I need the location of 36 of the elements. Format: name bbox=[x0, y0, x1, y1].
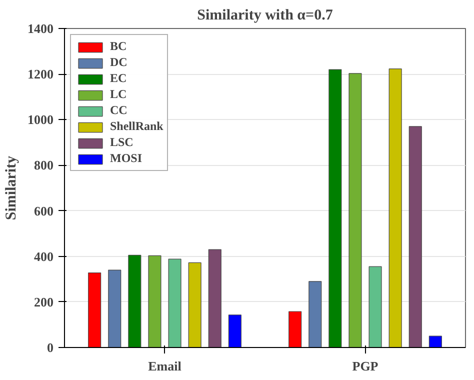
y-tick-label: 1400 bbox=[28, 21, 54, 36]
legend-label: ShellRank bbox=[110, 119, 164, 134]
bar bbox=[308, 281, 322, 348]
y-tick-label: 1000 bbox=[28, 112, 54, 128]
bar bbox=[128, 254, 142, 348]
bar bbox=[368, 266, 382, 348]
legend-label: LSC bbox=[110, 135, 134, 150]
legend-label: LC bbox=[110, 87, 128, 102]
legend-label: DC bbox=[110, 55, 128, 70]
bar bbox=[408, 126, 422, 348]
y-tick-label: 800 bbox=[34, 158, 54, 173]
y-tick-label: 600 bbox=[34, 203, 54, 218]
y-tick-label: 200 bbox=[34, 294, 54, 310]
legend-label: MOSI bbox=[110, 151, 142, 166]
bar bbox=[228, 314, 242, 348]
y-tick-label: 1200 bbox=[28, 66, 54, 82]
bar bbox=[88, 272, 102, 348]
bar bbox=[428, 336, 442, 348]
legend-label: EC bbox=[110, 71, 128, 86]
y-axis-title: Similarity bbox=[4, 155, 20, 220]
y-tick-label: 400 bbox=[34, 248, 54, 264]
y-tick-label: 0 bbox=[47, 340, 54, 355]
legend-label: BC bbox=[110, 39, 128, 54]
bar bbox=[148, 255, 162, 348]
bar bbox=[108, 270, 122, 348]
bar bbox=[208, 249, 222, 348]
chart-title: Similarity with α=0.7 bbox=[197, 8, 334, 24]
x-tick-label: PGP bbox=[352, 358, 378, 374]
legend-label: CC bbox=[110, 103, 128, 118]
bar bbox=[328, 69, 342, 348]
x-tick-label: Email bbox=[148, 358, 182, 374]
bar bbox=[348, 73, 362, 348]
bar bbox=[168, 258, 182, 348]
bar bbox=[288, 311, 302, 348]
bar bbox=[388, 68, 402, 348]
bar bbox=[188, 262, 202, 348]
